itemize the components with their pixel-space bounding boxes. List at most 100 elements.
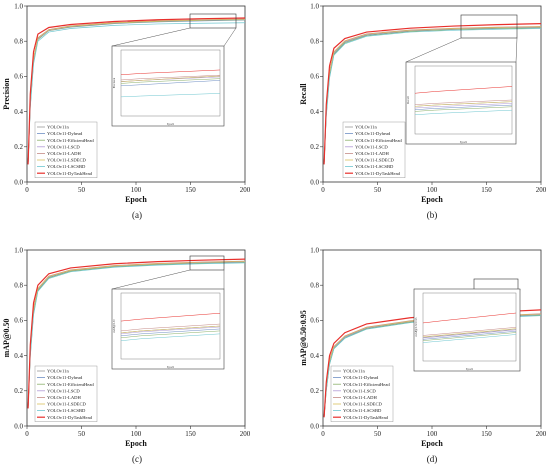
legend-box (34, 365, 98, 422)
zoom-connector (111, 27, 191, 47)
x-tick-label: 200 (536, 186, 547, 194)
y-tick-label: 0.6 (14, 317, 23, 325)
inset-series-line (414, 101, 513, 107)
inset-series-line (120, 323, 221, 332)
chart-panel-c: 0.0 0.2 0.4 0.6 0.8 1.0 0 50 100 150 200 Epoch mAP@0… (2, 246, 251, 464)
legend-label: YOLOv11-LSCSBD (343, 408, 382, 413)
legend-label: YOLOv11-Dyhead (47, 131, 83, 136)
inset-series-line (414, 104, 513, 110)
zoom-connector (223, 27, 237, 47)
legend-label: YOLOv11-DyTaskHead (355, 171, 401, 176)
panel-caption: (b) (427, 210, 438, 220)
inset-y-title: Recall (407, 96, 410, 103)
legend-label: YOLOv11-LSCSBD (47, 408, 86, 413)
inset-series-line (120, 330, 221, 339)
legend-label: YOLOv11-LSDECD (47, 158, 87, 163)
x-tick-label: 200 (240, 186, 251, 194)
inset-series-line (414, 109, 513, 116)
inset-series-line (422, 329, 517, 339)
inset-y-title: Precision (113, 77, 116, 88)
y-tick-label: 0.8 (310, 282, 319, 290)
x-axis-title: Epoch (421, 439, 443, 448)
series-line (323, 23, 542, 165)
x-tick-label: 150 (481, 430, 492, 438)
x-tick-label: 100 (131, 430, 142, 438)
inset-y-title: mAP@0.50 (113, 319, 116, 333)
inset-series-line (120, 325, 221, 334)
inset-series-line (414, 99, 513, 105)
series-line (27, 258, 246, 409)
inset-series-line (120, 328, 221, 337)
x-tick-label: 0 (321, 430, 325, 438)
series-line (27, 262, 246, 409)
inset-series-line (120, 78, 221, 84)
y-tick-label: 0.4 (14, 352, 23, 360)
legend-label: YOLOv11n (355, 125, 377, 130)
inset-series-line (422, 332, 517, 341)
legend-label: YOLOv11-DyTaskHead (47, 171, 93, 176)
series-line (323, 28, 542, 165)
inset-frame (405, 61, 517, 145)
legend-label: YOLOv11-EfficientHead (47, 382, 94, 387)
x-tick-label: 200 (240, 430, 251, 438)
x-tick-label: 50 (374, 430, 382, 438)
zoom-region-box (189, 13, 237, 29)
y-tick-label: 1.0 (14, 246, 23, 254)
y-tick-label: 1.0 (310, 2, 319, 10)
y-tick-label: 0.0 (14, 422, 23, 430)
inset-series-line (120, 326, 221, 335)
inset-series-line (422, 328, 517, 337)
inset-plot-frame (422, 292, 517, 362)
chart-panel-b: 0.0 0.2 0.4 0.6 0.8 1.0 0 50 100 150 200 Epoch Recal… (299, 2, 547, 220)
legend-label: YOLOv11-LSDECD (343, 402, 383, 407)
x-tick-label: 200 (536, 430, 547, 438)
y-tick-label: 0.0 (310, 178, 319, 186)
y-tick-label: 0.4 (14, 108, 23, 116)
legend-label: YOLOv11-DyTaskHead (343, 415, 389, 420)
legend-label: YOLOv11-LADH (47, 395, 81, 400)
inset-series-line (120, 75, 221, 82)
inset-y-title: mAP@0.50:0.95 (415, 317, 418, 336)
legend-label: YOLOv11-LSCSBD (47, 164, 86, 169)
legend-label: YOLOv11-LSCSBD (355, 164, 394, 169)
y-tick-label: 0.6 (310, 317, 319, 325)
y-tick-label: 0.0 (14, 178, 23, 186)
x-tick-label: 150 (481, 186, 492, 194)
y-tick-label: 0.4 (310, 108, 319, 116)
series-line (27, 22, 246, 165)
y-tick-label: 0.6 (14, 73, 23, 81)
inset-series-line (120, 93, 221, 98)
legend-label: YOLOv11n (47, 369, 69, 374)
inset-series-line (120, 333, 221, 341)
inset-series-line (120, 74, 221, 81)
inset-frame (413, 288, 521, 372)
zoom-connector (111, 269, 191, 290)
legend-label: YOLOv11n (47, 125, 69, 130)
legend-label: YOLOv11-Dyhead (47, 375, 83, 380)
y-tick-label: 1.0 (14, 2, 23, 10)
y-tick-label: 0.0 (310, 422, 319, 430)
inset-frame (111, 45, 225, 127)
x-tick-label: 0 (25, 430, 29, 438)
legend-box (342, 121, 406, 178)
legend-label: YOLOv11-Dyhead (355, 131, 391, 136)
y-tick-label: 0.2 (14, 387, 23, 395)
panel-caption: (a) (132, 210, 142, 220)
x-tick-label: 50 (78, 186, 86, 194)
legend-label: YOLOv11-EfficientHead (47, 138, 94, 143)
panel-caption: (c) (132, 454, 142, 464)
chart-panel-d: 0.0 0.2 0.4 0.6 0.8 1.0 0 50 100 150 200 Epoch mAP@0… (299, 246, 547, 464)
inset-series-line (422, 312, 517, 324)
inset-x-title: Epoch (466, 368, 474, 371)
x-tick-label: 100 (427, 430, 438, 438)
y-tick-label: 0.8 (14, 282, 23, 290)
legend-label: YOLOv11-LSCD (47, 388, 80, 393)
x-tick-label: 0 (321, 186, 325, 194)
legend-box (34, 121, 98, 178)
y-tick-label: 0.2 (310, 143, 319, 151)
chart-panel-a: 0.0 0.2 0.4 0.6 0.8 1.0 0 50 100 150 200 Epoch Preci… (2, 2, 251, 220)
inset-series-line (414, 86, 513, 94)
inset-x-title: Epoch (167, 123, 175, 126)
x-axis-title: Epoch (125, 195, 147, 204)
